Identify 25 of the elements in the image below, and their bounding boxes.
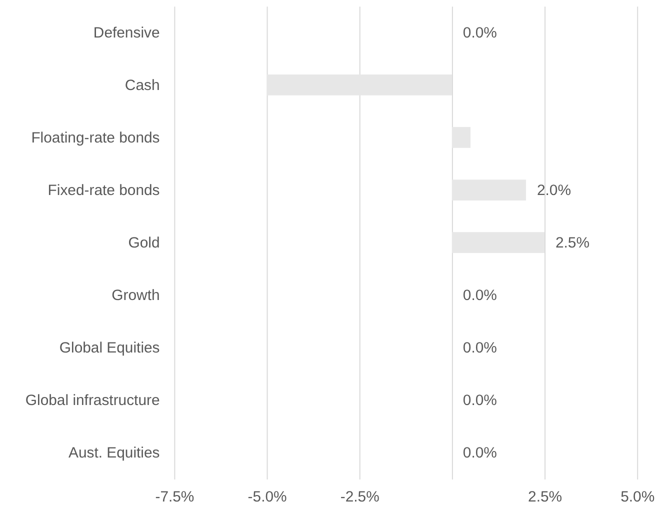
y-tick-label: Fixed-rate bonds	[48, 182, 160, 199]
data-label: 0.0%	[462, 287, 497, 304]
bar	[266, 74, 452, 96]
x-tick-label: -2.5%	[340, 488, 380, 506]
y-tick-label: Defensive	[93, 24, 160, 42]
x-tick-label: 2.5%	[528, 488, 562, 506]
bar	[452, 127, 470, 148]
data-label: 2.5%	[555, 234, 590, 252]
y-tick-label: Floating-rate bonds	[31, 129, 160, 146]
y-tick-label: Growth	[112, 287, 160, 304]
data-label: 0.0%	[462, 444, 497, 462]
y-tick-label: Global infrastructure	[25, 392, 160, 410]
y-tick-label: Cash	[124, 76, 160, 94]
data-label: 0.0%	[462, 24, 497, 42]
x-tick-label: -7.5%	[155, 488, 194, 506]
data-label: 0.0%	[462, 392, 497, 410]
y-tick-label: Aust. Equities	[68, 444, 160, 462]
data-label: 2.0%	[536, 182, 571, 199]
y-tick-label: Gold	[128, 234, 160, 252]
y-tick-label: Global Equities	[59, 340, 160, 357]
x-tick-label: -5.0%	[248, 488, 287, 506]
x-tick-label: 5.0%	[620, 488, 655, 506]
bar	[452, 180, 526, 200]
data-label: 0.0%	[462, 340, 497, 357]
bar	[452, 232, 545, 254]
